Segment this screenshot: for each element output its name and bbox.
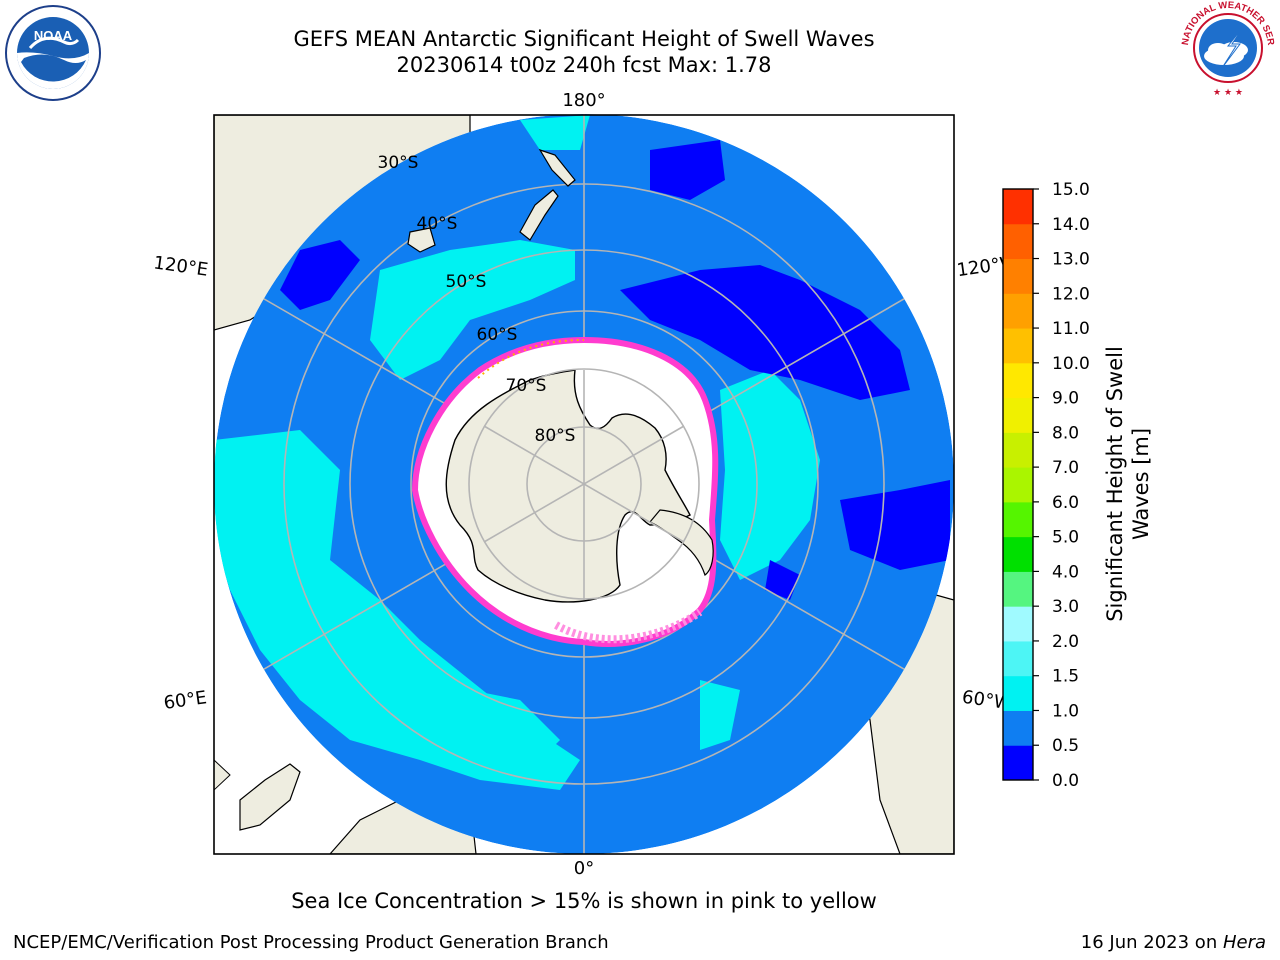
noaa-logo: NOAA	[4, 4, 102, 102]
colorbar-segment	[1003, 189, 1033, 225]
map-title: GEFS MEAN Antarctic Significant Height o…	[214, 26, 954, 78]
landmass-tasmania	[407, 227, 436, 253]
colorbar-tick-label: 3.0	[1052, 597, 1079, 617]
colorbar-tick-label: 8.0	[1052, 423, 1079, 443]
colorbar-segment	[1003, 501, 1033, 538]
lon-label-180: 180°	[562, 90, 605, 111]
colorbar-segment	[1003, 467, 1033, 503]
colorbar-tick-label: 12.0	[1052, 284, 1090, 304]
colorbar-tick-label: 11.0	[1052, 319, 1090, 339]
colorbar-tick-label: 13.0	[1052, 250, 1090, 270]
colorbar-tick-label: 1.5	[1052, 667, 1079, 687]
colorbar-label-line-1: Significant Height of Swell	[1103, 346, 1127, 622]
noaa-logo-text: NOAA	[34, 28, 73, 43]
colorbar-segment	[1003, 606, 1033, 642]
lon-label-120e: 120°E	[152, 252, 209, 280]
footer-date-text: 16 Jun 2023 on	[1080, 932, 1223, 953]
colorbar-label-line-2: Waves [m]	[1129, 428, 1153, 540]
lat-label-60s: 60°S	[477, 325, 518, 345]
sea-ice-note: Sea Ice Concentration > 15% is shown in …	[291, 889, 877, 913]
landmass-new-zealand	[519, 148, 576, 241]
nws-logo: NATIONAL WEATHER SERVICE ★ ★ ★	[1175, 0, 1278, 100]
colorbar-tick-label: 9.0	[1052, 389, 1079, 409]
colorbar-tick-label: 10.0	[1052, 354, 1090, 374]
colorbar-segment	[1003, 432, 1033, 468]
lat-label-50s: 50°S	[446, 272, 487, 292]
colorbar-tick-label: 5.0	[1052, 528, 1079, 548]
colorbar-tick-label: 7.0	[1052, 458, 1079, 478]
colorbar-segment	[1003, 640, 1033, 677]
footer-machine: Hera	[1222, 932, 1266, 953]
svg-text:★ ★ ★: ★ ★ ★	[1213, 88, 1243, 98]
footer-credit: NCEP/EMC/Verification Post Processing Pr…	[13, 932, 609, 953]
colorbar-frame	[1002, 188, 1034, 781]
colorbar-segment	[1003, 675, 1033, 711]
lat-label-40s: 40°S	[417, 214, 458, 234]
lat-label-30s: 30°S	[378, 153, 419, 173]
swell-0-0-5-patches	[280, 140, 950, 600]
title-line-1: GEFS MEAN Antarctic Significant Height o…	[293, 27, 875, 51]
colorbar-segment	[1003, 328, 1033, 364]
colorbar-segment	[1003, 745, 1033, 781]
colorbar-tick-label: 15.0	[1052, 180, 1090, 200]
colorbar-tick-label: 4.0	[1052, 562, 1079, 582]
colorbar-ticks: 0.0 0.5 1.0 1.5 2.0 3.0 4.0 5.0 6.0 7.0 8.0 9.0 10.0…	[1033, 180, 1090, 791]
colorbar-segment	[1003, 397, 1033, 433]
colorbar-segment	[1003, 293, 1033, 329]
colorbar-tick-label: 1.0	[1052, 701, 1079, 721]
title-line-2: 20230614 t00z 240h fcst Max: 1.78	[396, 53, 772, 77]
colorbar-tick-label: 14.0	[1052, 215, 1090, 235]
colorbar-segment	[1003, 223, 1033, 260]
lat-label-70s: 70°S	[506, 376, 547, 396]
map-frame	[213, 114, 955, 855]
colorbar	[1003, 189, 1033, 781]
colorbar-tick-label: 0.5	[1052, 736, 1079, 756]
lon-label-0: 0°	[574, 858, 594, 879]
colorbar-segment	[1003, 258, 1033, 294]
lon-label-60e: 60°E	[162, 687, 208, 714]
ocean-field	[214, 114, 954, 854]
colorbar-segment	[1003, 710, 1033, 746]
lat-label-80s: 80°S	[535, 426, 576, 446]
colorbar-segment	[1003, 571, 1033, 607]
colorbar-tick-label: 6.0	[1052, 493, 1079, 513]
colorbar-tick-label: 2.0	[1052, 632, 1079, 652]
colorbar-label: Significant Height of Swell Waves [m]	[1103, 346, 1153, 622]
footer-date: 16 Jun 2023 on Hera	[1081, 932, 1266, 953]
colorbar-segment	[1003, 536, 1033, 572]
colorbar-segment	[1003, 362, 1033, 399]
landmass-madagascar	[239, 763, 301, 831]
landmass-antarctica	[445, 369, 691, 603]
colorbar-tick-label: 0.0	[1052, 771, 1079, 791]
